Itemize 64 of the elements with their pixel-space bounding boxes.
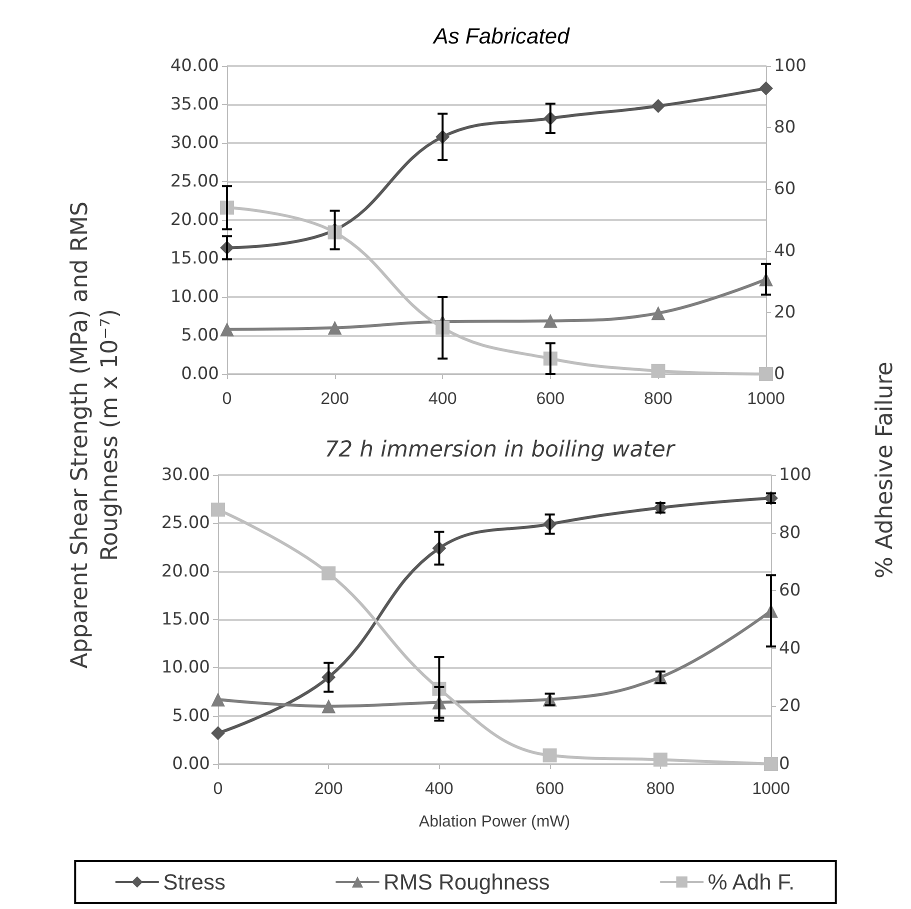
y-tick-label: 25.00 (170, 172, 219, 192)
y2-tick-label: 100 (774, 56, 806, 76)
chart-title: As Fabricated (432, 24, 570, 48)
y-tick-label: 5.00 (172, 706, 210, 726)
point (759, 81, 773, 96)
y2-tick-label: 80 (779, 522, 801, 543)
point (211, 502, 225, 517)
legend-label: RMS Roughness (384, 870, 550, 894)
point (651, 99, 666, 114)
y-tick-label: 30.00 (170, 133, 219, 153)
point (322, 699, 336, 714)
x-tick-label: 400 (425, 779, 454, 798)
x-tick-label: 0 (222, 389, 232, 408)
y2-tick-label: 60 (774, 179, 796, 200)
x-tick-label: 0 (213, 779, 223, 798)
y-tick-label: 15.00 (161, 610, 210, 630)
point (764, 757, 778, 771)
y2-tick-label: 20 (774, 302, 796, 322)
point (328, 320, 342, 335)
y-tick-label: 20.00 (161, 561, 210, 582)
x-tick-label: 800 (644, 389, 672, 408)
point (543, 314, 558, 328)
y2-tick-label: 0 (774, 364, 785, 384)
legend-label: % Adh F. (708, 870, 795, 894)
legend-label: Stress (163, 870, 226, 894)
y2-tick-label: 100 (779, 465, 812, 485)
y-tick-label: 30.00 (161, 465, 210, 485)
point (211, 726, 225, 740)
y2-tick-label: 40 (779, 638, 801, 658)
y-tick-label: 40.00 (170, 56, 219, 76)
y2-tick-label: 20 (779, 696, 801, 716)
point (211, 692, 225, 706)
y-tick-label: 20.00 (170, 210, 219, 230)
x-tick-label: 200 (314, 779, 343, 798)
x-tick-label: 1000 (747, 389, 785, 408)
x-tick-label: 600 (536, 779, 564, 798)
x-axis-title: Ablation Power (mW) (418, 814, 570, 830)
point (653, 752, 668, 767)
point (759, 367, 773, 381)
point (542, 748, 557, 762)
y-tick-label: 35.00 (170, 94, 219, 114)
x-tick-label: 1000 (752, 779, 790, 798)
y2-tick-label: 60 (779, 580, 801, 601)
point (220, 322, 234, 336)
y-tick-label: 0.00 (181, 364, 219, 384)
y-tick-label: 10.00 (170, 287, 219, 307)
y-tick-label: 5.00 (181, 326, 219, 346)
y-tick-label: 25.00 (161, 513, 210, 534)
chart-title: 72 h immersion in boiling water (324, 438, 676, 462)
y2-axis-title: % Adhesive Failure (871, 360, 899, 580)
x-tick-label: 400 (428, 389, 457, 408)
y-axis-title: Apparent Shear Strength (MPa) and RMS Roughness (m x 10⁻⁷) (66, 200, 124, 670)
y-tick-label: 0.00 (172, 754, 210, 774)
y2-tick-label: 0 (779, 754, 790, 774)
x-tick-label: 600 (536, 389, 565, 408)
y2-tick-label: 40 (774, 240, 796, 261)
y2-tick-label: 80 (774, 118, 796, 138)
x-tick-label: 800 (646, 779, 675, 798)
x-tick-label: 200 (320, 389, 349, 408)
y-tick-label: 15.00 (170, 248, 219, 268)
point (322, 566, 336, 580)
point (651, 306, 666, 320)
point (651, 364, 666, 378)
y-tick-label: 10.00 (161, 658, 210, 678)
